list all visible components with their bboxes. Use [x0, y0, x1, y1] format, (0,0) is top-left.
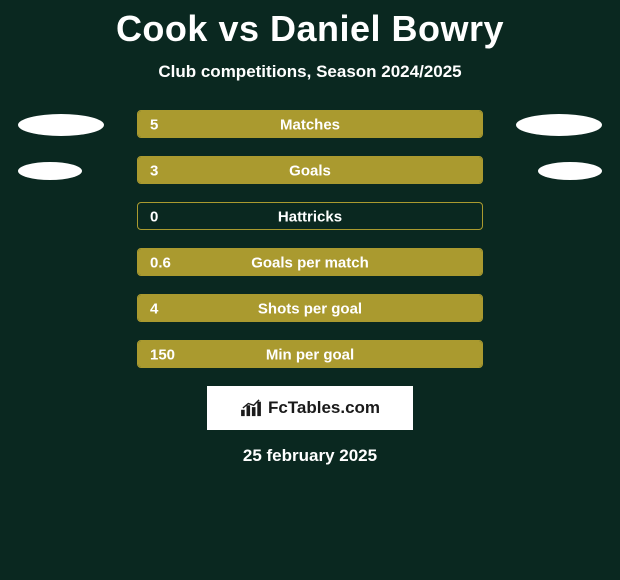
right-player-marker	[538, 162, 602, 180]
page-title: Cook vs Daniel Bowry	[0, 0, 620, 50]
left-player-marker	[18, 114, 104, 136]
stat-row: 0.6Goals per match	[0, 248, 620, 278]
date-label: 25 february 2025	[0, 446, 620, 466]
stat-label: Hattricks	[137, 209, 483, 226]
stat-label: Goals	[137, 163, 483, 180]
stat-row: 0Hattricks	[0, 202, 620, 232]
stat-row: 5Matches	[0, 110, 620, 140]
stat-label: Shots per goal	[137, 301, 483, 318]
right-player-marker	[516, 114, 602, 136]
stat-row: 4Shots per goal	[0, 294, 620, 324]
site-logo[interactable]: FcTables.com	[207, 386, 413, 430]
subtitle: Club competitions, Season 2024/2025	[0, 62, 620, 82]
comparison-chart: 5Matches 3Goals 0Hattricks 0.6Goals per mat…	[0, 110, 620, 370]
stat-row: 150Min per goal	[0, 340, 620, 370]
stat-label: Matches	[137, 117, 483, 134]
stat-row: 3Goals	[0, 156, 620, 186]
stat-label: Min per goal	[137, 347, 483, 364]
left-player-marker	[18, 162, 82, 180]
chart-icon	[240, 399, 262, 417]
stat-label: Goals per match	[137, 255, 483, 272]
logo-text: FcTables.com	[268, 398, 380, 418]
